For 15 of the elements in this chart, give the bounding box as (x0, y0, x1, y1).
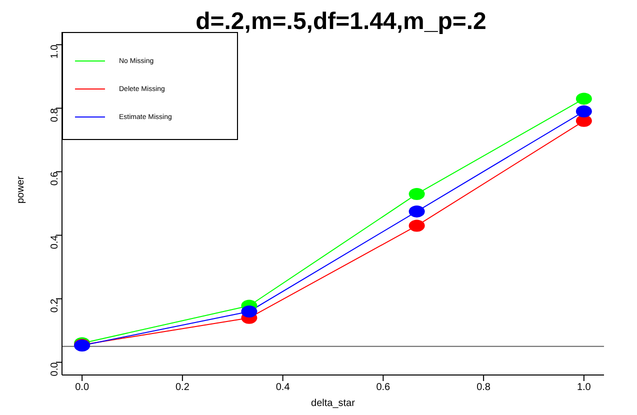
y-tick-label: 1.0 (50, 44, 61, 59)
y-tick-label: 0.4 (50, 234, 61, 250)
x-tick-label: 0.6 (376, 382, 391, 394)
x-tick-label: 0.4 (276, 382, 290, 394)
y-axis-title: power (16, 176, 27, 204)
y-tick-label: 0.8 (50, 108, 61, 122)
y-tick-label: 0.0 (50, 362, 61, 376)
chart-title: d=.2,m=.5,df=1.44,m_p=.2 (194, 8, 488, 36)
x-tick-label: 0.0 (75, 382, 90, 394)
x-tick-label: 0.8 (476, 382, 491, 394)
y-tick-label: 0.6 (50, 171, 61, 186)
x-tick-label: 0.2 (175, 382, 190, 394)
y-tick-label: 0.2 (50, 298, 61, 313)
x-tick-label: 1.0 (576, 382, 592, 394)
x-axis-title: delta_star (311, 398, 356, 409)
